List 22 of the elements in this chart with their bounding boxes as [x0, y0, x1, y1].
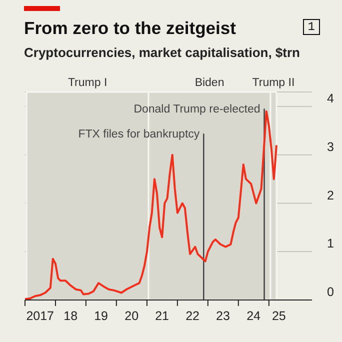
x-tick-label: 19	[94, 309, 108, 323]
y-tick-label: 0	[327, 285, 334, 299]
band-label: Trump II	[252, 77, 295, 89]
x-tick-label: 21	[155, 309, 170, 323]
x-tick-label: 23	[216, 309, 230, 323]
x-tick-label: 2017	[26, 309, 54, 323]
y-tick-label: 3	[327, 140, 334, 154]
x-tick-label: 25	[272, 309, 286, 323]
text: 1	[302, 19, 320, 35]
ref-line-label: FTX files for bankruptcy	[78, 128, 200, 141]
band-label: Biden	[194, 77, 224, 89]
chart-title: From zero to the zeitgeist	[24, 18, 236, 39]
ref-line-label: Donald Trump re-elected	[134, 104, 260, 116]
y-tick-label: 4	[327, 92, 334, 106]
x-tick-label: 20	[124, 309, 139, 323]
chart-subtitle: Cryptocurrencies, market capitalisation, $trn	[24, 45, 300, 60]
y-tick-label: 1	[327, 236, 334, 251]
x-tick-label: 18	[64, 309, 78, 323]
band-label: Trump I	[68, 77, 108, 89]
x-tick-label: 22	[186, 309, 200, 323]
y-tick-label: 2	[327, 188, 334, 202]
x-tick-label: 24	[246, 309, 261, 323]
